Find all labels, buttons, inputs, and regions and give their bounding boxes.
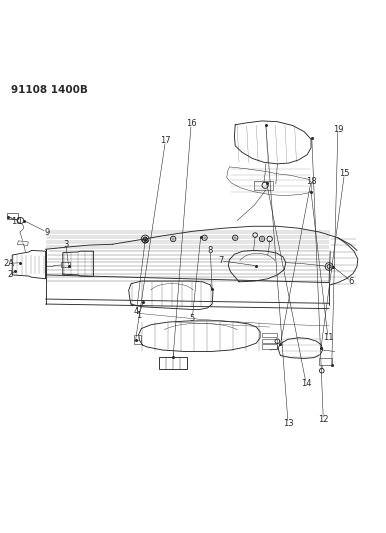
Bar bbox=[159, 357, 187, 369]
Bar bbox=[262, 344, 278, 349]
Text: 17: 17 bbox=[160, 136, 171, 146]
Text: 9: 9 bbox=[44, 228, 49, 237]
Text: 16: 16 bbox=[186, 119, 196, 128]
Bar bbox=[262, 338, 278, 343]
Text: 19: 19 bbox=[333, 125, 343, 134]
Text: 14: 14 bbox=[301, 379, 312, 388]
Text: 10: 10 bbox=[11, 217, 21, 226]
Bar bbox=[61, 262, 71, 267]
Text: 15: 15 bbox=[339, 169, 350, 178]
Text: 7: 7 bbox=[218, 256, 223, 265]
Bar bbox=[262, 333, 278, 337]
Text: 11: 11 bbox=[323, 333, 333, 342]
Bar bbox=[320, 359, 332, 365]
Text: 3: 3 bbox=[63, 240, 69, 249]
Text: 6: 6 bbox=[348, 277, 354, 286]
Text: 18: 18 bbox=[306, 177, 317, 186]
Text: 12: 12 bbox=[318, 415, 328, 424]
Text: 2A: 2A bbox=[3, 259, 14, 268]
Bar bbox=[7, 213, 18, 219]
Text: 13: 13 bbox=[283, 419, 293, 428]
Bar bbox=[134, 335, 141, 344]
Text: 5: 5 bbox=[190, 314, 195, 322]
Text: 4: 4 bbox=[134, 307, 139, 316]
Bar bbox=[254, 181, 273, 190]
Text: 8: 8 bbox=[208, 246, 213, 255]
Text: 91108 1400B: 91108 1400B bbox=[11, 85, 88, 94]
Text: 2: 2 bbox=[7, 270, 13, 279]
Text: 1: 1 bbox=[136, 311, 141, 320]
